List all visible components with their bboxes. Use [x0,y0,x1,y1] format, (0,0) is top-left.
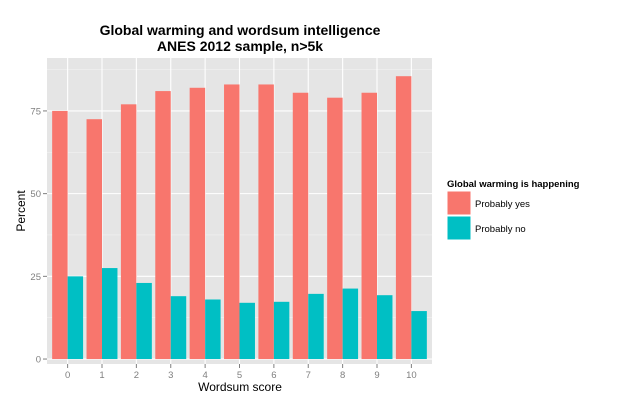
bar [411,311,427,360]
x-axis-ticks: 0 1 2 3 4 5 6 7 8 9 10 [65,364,417,381]
x-tick-label: 8 [340,370,345,381]
bar [102,268,118,360]
x-tick-label: 7 [306,370,311,381]
x-tick-label: 1 [99,370,104,381]
bar [170,296,187,360]
bar [308,293,324,360]
x-tick-label: 10 [406,370,417,381]
bar [67,276,84,360]
bar [189,87,206,360]
y-tick-label: 50 [30,189,41,200]
bar [258,84,274,360]
chart-subtitle: ANES 2012 sample, n>5k [157,38,323,54]
legend-items: Probably yes Probably no [446,190,530,241]
x-axis-title: Wordsum score [198,380,282,394]
legend-label: Probably no [475,224,526,235]
legend: Global warming is happening Probably yes… [446,179,580,241]
bar [120,104,137,360]
legend-label: Probably yes [475,199,530,210]
x-tick-label: 2 [134,370,139,381]
x-tick-label: 0 [65,370,70,381]
x-tick-label: 4 [202,370,207,381]
bar [205,299,221,360]
bar [377,295,393,360]
bar [239,302,255,360]
bar [224,84,240,360]
bar [52,110,68,360]
bar [361,92,377,360]
x-tick-label: 5 [237,370,242,381]
y-tick-label: 0 [36,355,41,366]
legend-key [446,215,472,241]
bar [327,97,343,360]
x-tick-label: 6 [271,370,276,381]
bar [155,91,171,360]
y-axis-ticks: 0 25 50 75 [30,106,47,366]
legend-title: Global warming is happening [447,179,580,190]
bar [342,288,359,360]
x-tick-label: 3 [168,370,173,381]
y-axis-title: Percent [14,190,28,232]
bar [273,301,290,360]
bar [136,282,152,360]
bar [292,92,309,360]
y-tick-label: 75 [30,106,41,117]
y-tick-label: 25 [30,272,41,283]
bar [395,76,412,360]
legend-key [446,190,472,216]
bars [52,76,427,360]
chart-title: Global warming and wordsum intelligence [100,22,381,38]
bar [86,119,102,360]
x-tick-label: 9 [374,370,379,381]
